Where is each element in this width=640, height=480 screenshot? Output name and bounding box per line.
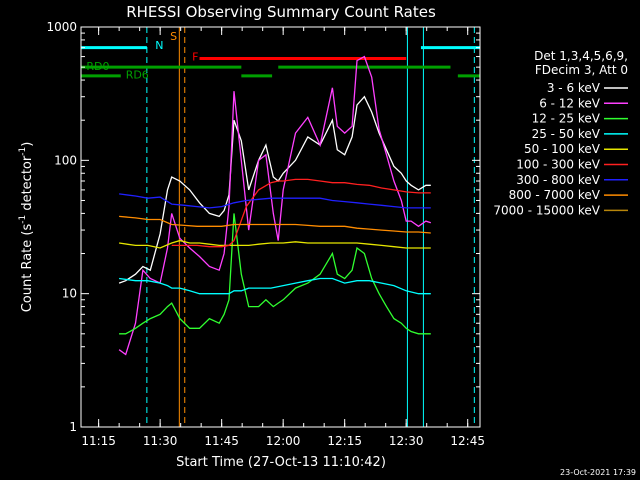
y-axis: 1 10 100 1000 <box>46 20 480 434</box>
legend-entry: 3 - 6 keV <box>547 81 601 95</box>
x-tick-label: 12:45 <box>450 434 485 448</box>
legend-entry: 7000 - 15000 keV <box>493 203 600 217</box>
legend-entry: 100 - 300 keV <box>516 158 600 172</box>
y-tick-label: 10 <box>62 287 77 301</box>
y-tick-label: 100 <box>54 153 77 167</box>
series-line <box>119 239 431 249</box>
series-line <box>119 193 431 209</box>
x-tick-label: 12:00 <box>266 434 301 448</box>
x-tick-label: 12:30 <box>389 434 424 448</box>
x-tick-label: 11:30 <box>143 434 178 448</box>
saa-marker-label: S <box>170 30 177 43</box>
x-axis: 11:15 11:30 11:45 12:00 12:15 12:30 12:45 <box>81 27 485 448</box>
legend-entry: 6 - 12 keV <box>539 96 601 110</box>
status-bar-label: F <box>192 51 198 64</box>
legend-entry: 800 - 7000 keV <box>509 188 601 202</box>
status-bar-label: RD6 <box>126 69 149 82</box>
status-bar-label: N <box>155 39 163 52</box>
legend: Det 1,3,4,5,6,9,FDecim 3, Att 0 3 - 6 keV… <box>493 49 628 217</box>
series-line <box>118 55 432 356</box>
series-lines <box>118 55 432 356</box>
status-bars: N RD0 RD6 F <box>80 39 480 82</box>
series-line <box>171 178 431 248</box>
status-bar-label: RD0 <box>86 60 109 73</box>
legend-entry: 25 - 50 keV <box>532 127 601 141</box>
legend-header: Det 1,3,4,5,6,9, <box>534 49 628 63</box>
series-line <box>119 213 431 335</box>
y-tick-label: 1000 <box>46 20 77 34</box>
marker-lines: S <box>146 27 475 427</box>
series-line <box>119 215 431 234</box>
y-axis-label: Count Rate (s-1 detector-1) <box>18 142 35 313</box>
legend-entry: 50 - 100 keV <box>524 142 601 156</box>
x-tick-label: 11:45 <box>204 434 239 448</box>
x-tick-label: 12:15 <box>327 434 362 448</box>
plot-frame <box>80 26 481 428</box>
chart-title: RHESSI Observing Summary Count Rates <box>126 3 436 21</box>
legend-entry: 12 - 25 keV <box>532 112 601 126</box>
legend-header: FDecim 3, Att 0 <box>535 63 628 77</box>
footer-date: 23-Oct-2021 17:39 <box>560 468 636 477</box>
y-tick-label: 1 <box>69 420 77 434</box>
legend-entry: 300 - 800 keV <box>516 173 600 187</box>
x-axis-label: Start Time (27-Oct-13 11:10:42) <box>176 455 386 470</box>
series-line <box>118 95 431 284</box>
series-line <box>119 277 431 295</box>
x-tick-label: 11:15 <box>81 434 116 448</box>
